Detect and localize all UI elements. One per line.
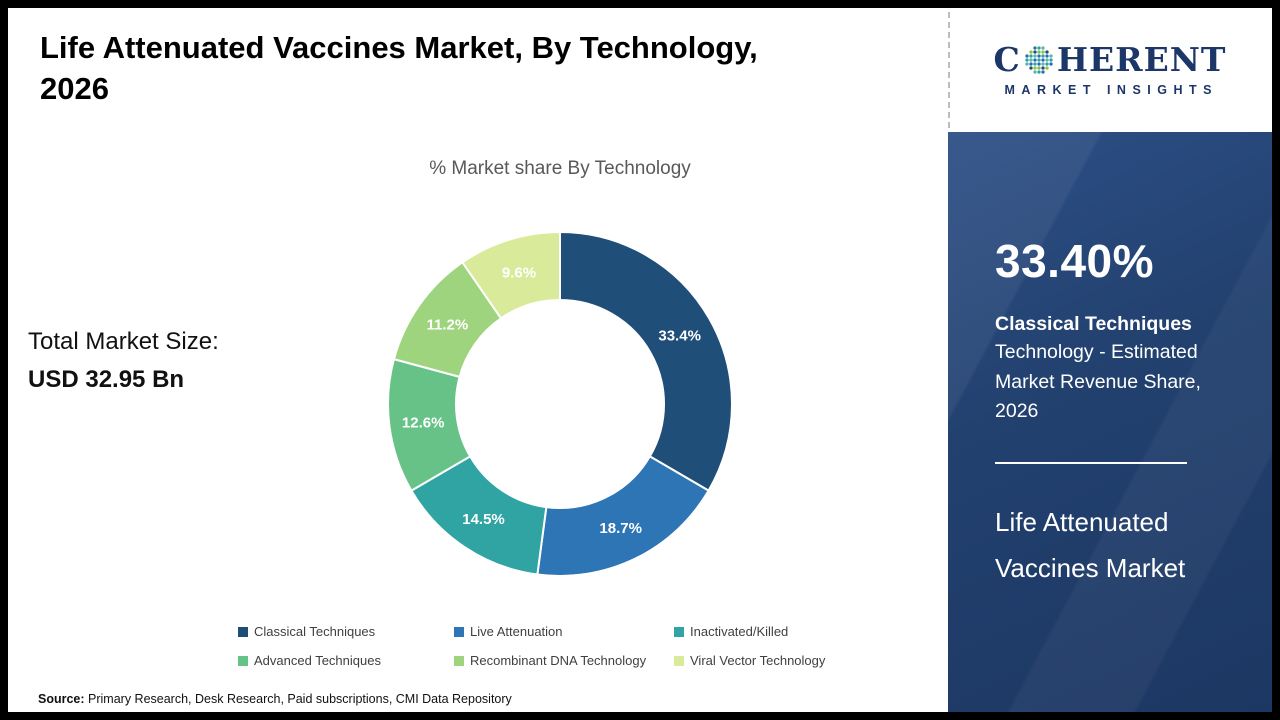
globe-dot [1033,69,1037,74]
globe-dot [1037,65,1041,70]
legend-swatch [454,655,464,666]
globe-dot [1025,53,1029,58]
chart-subtitle: % Market share By Technology [429,158,691,179]
legend-item: Live Attenuation [454,624,674,639]
divider-line [995,462,1187,465]
legend-swatch [238,626,248,637]
globe-dot [1049,61,1053,66]
globe-dot [1033,49,1037,54]
globe-dot [1029,57,1033,62]
globe-dot [1037,45,1041,50]
source-text: Primary Research, Desk Research, Paid su… [84,692,512,706]
legend-item: Viral Vector Technology [674,653,825,668]
legend-swatch [674,655,684,666]
segment-value-label: 18.7% [599,520,642,537]
globe-dot [1045,61,1049,66]
chart-panel: Life Attenuated Vaccines Market, By Tech… [8,8,948,712]
globe-dot [1037,49,1041,54]
stat-value: 33.40% [995,235,1155,287]
globe-dot [1033,45,1037,50]
globe-dot [1041,57,1045,62]
legend-swatch [674,626,684,637]
segment-value-label: 33.4% [658,328,701,345]
legend-label: Classical Techniques [254,624,376,639]
legend-item: Inactivated/Killed [674,624,825,639]
legend-item: Recombinant DNA Technology [454,653,674,668]
brand-logo: C HERENT MARKET INSIGHTS [948,8,1272,132]
globe-dot [1041,65,1045,70]
segment-value-label: 9.6% [502,264,536,281]
page-title: Life Attenuated Vaccines Market, By Tech… [40,28,920,110]
page-title-line2: 2026 [40,70,109,106]
globe-dot [1045,65,1049,70]
globe-dot [1037,69,1041,74]
globe-dot [1037,61,1041,66]
legend-label: Recombinant DNA Technology [470,653,647,668]
globe-dot [1033,57,1037,62]
globe-dot [1041,53,1045,58]
stat-description: Technology - Estimated Market Revenue Sh… [995,341,1201,422]
legend-item: Advanced Techniques [238,653,454,668]
donut-chart: 33.4% 18.7% 14.5% 12.6% 11.2% 9.6% [387,230,733,577]
sidebar-body: 33.40% Classical Techniques Technology -… [948,132,1272,712]
globe-dot [1033,65,1037,70]
sidebar-market-name-line2: Vaccines Market [995,552,1186,583]
globe-dot [1037,53,1041,58]
legend-swatch [238,655,248,666]
globe-dot [1041,49,1045,54]
globe-dots-icon [1025,45,1053,74]
globe-dot [1045,49,1049,54]
legend-label: Inactivated/Killed [690,624,789,639]
segment-value-label: 14.5% [462,511,505,528]
source-note: Source: Primary Research, Desk Research,… [38,692,512,706]
stat-title: Classical Techniques [995,313,1192,335]
brand-wordmark: C HERENT [994,43,1227,76]
market-size-block: Total Market Size: USD 32.95 Bn [28,328,219,394]
globe-dot [1037,57,1041,62]
legend-swatch [454,626,464,637]
legend-label: Viral Vector Technology [690,653,826,668]
legend-label: Live Attenuation [470,624,563,639]
globe-dot [1041,45,1045,50]
globe-dot [1041,69,1045,74]
globe-dot [1029,49,1033,54]
brand-letters-rest: HERENT [1056,40,1227,79]
infographic-frame: Life Attenuated Vaccines Market, By Tech… [8,8,1272,712]
page-title-line1: Life Attenuated Vaccines Market, By Tech… [40,30,758,65]
globe-dot [1025,61,1029,66]
globe-dot [1041,61,1045,66]
legend-item: Classical Techniques [238,624,454,639]
globe-dot [1049,53,1053,58]
legend-label: Advanced Techniques [254,653,381,668]
source-label: Source: [38,692,85,706]
donut-segment [461,230,561,320]
globe-dots-group [1025,45,1053,74]
globe-dot [1029,53,1033,58]
globe-dot [1029,65,1033,70]
donut-segment [559,230,733,492]
globe-dot [1029,61,1033,66]
market-size-label: Total Market Size: [28,328,219,355]
segment-value-label: 11.2% [426,317,468,334]
sidebar-market-name: Life Attenuated Vaccines Market [995,500,1236,591]
sidebar: C HERENT MARKET INSIGHTS 33.40% Classical… [948,8,1272,712]
globe-dot [1025,57,1029,62]
globe-dot [1033,61,1037,66]
sidebar-market-name-line1: Life Attenuated [995,507,1169,538]
globe-dot [1045,57,1049,62]
brand-letter-c: C [993,40,1021,79]
globe-dot [1045,53,1049,58]
globe-dot [1049,57,1053,62]
market-size-value: USD 32.95 Bn [28,366,185,393]
segment-value-label: 12.6% [402,414,445,431]
brand-subtitle: MARKET INSIGHTS [1004,83,1218,97]
chart-legend: Classical Techniques Live Attenuation Inac… [238,624,825,668]
globe-dot [1033,53,1037,58]
